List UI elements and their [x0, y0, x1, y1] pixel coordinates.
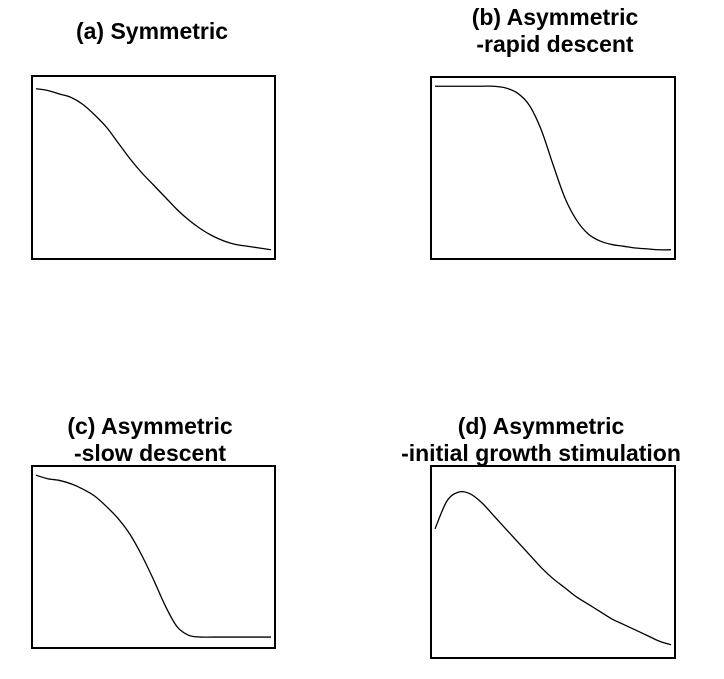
- panel-d-chart: [430, 465, 676, 659]
- panel-d-title-line-1: (d) Asymmetric: [457, 413, 625, 439]
- panel-b-chart: [430, 76, 676, 260]
- panel-b-title-line-1: (b) Asymmetric: [471, 4, 639, 30]
- panel-c-title-line-2: -slow descent: [73, 440, 227, 466]
- panel-d-title-line-2: -initial growth stimulation: [401, 440, 681, 466]
- panel-c-title-line-1: (c) Asymmetric: [67, 413, 233, 439]
- panel-a-frame: [31, 75, 276, 260]
- panel-a-series-line-0: [35, 88, 272, 251]
- panel-c-frame: [31, 465, 276, 649]
- panel-b-title: (b) Asymmetric -rapid descent: [375, 4, 724, 58]
- panel-d-series-line-0: [434, 490, 672, 646]
- panel-a-title-line-1: (a) Symmetric: [75, 18, 229, 44]
- panel-c-series-line-0: [35, 474, 271, 638]
- panel-b-series-line-0: [435, 85, 672, 251]
- panel-d-frame: [430, 465, 676, 659]
- panel-c-chart: [31, 465, 276, 649]
- panel-c-title: (c) Asymmetric -slow descent: [0, 413, 330, 467]
- panel-d-title: (d) Asymmetric -initial growth stimulati…: [361, 413, 721, 467]
- panel-a-title: (a) Symmetric: [0, 18, 332, 45]
- panel-b-frame: [430, 76, 676, 260]
- panel-a-chart: [31, 75, 276, 260]
- panel-b-title-line-2: -rapid descent: [476, 31, 634, 57]
